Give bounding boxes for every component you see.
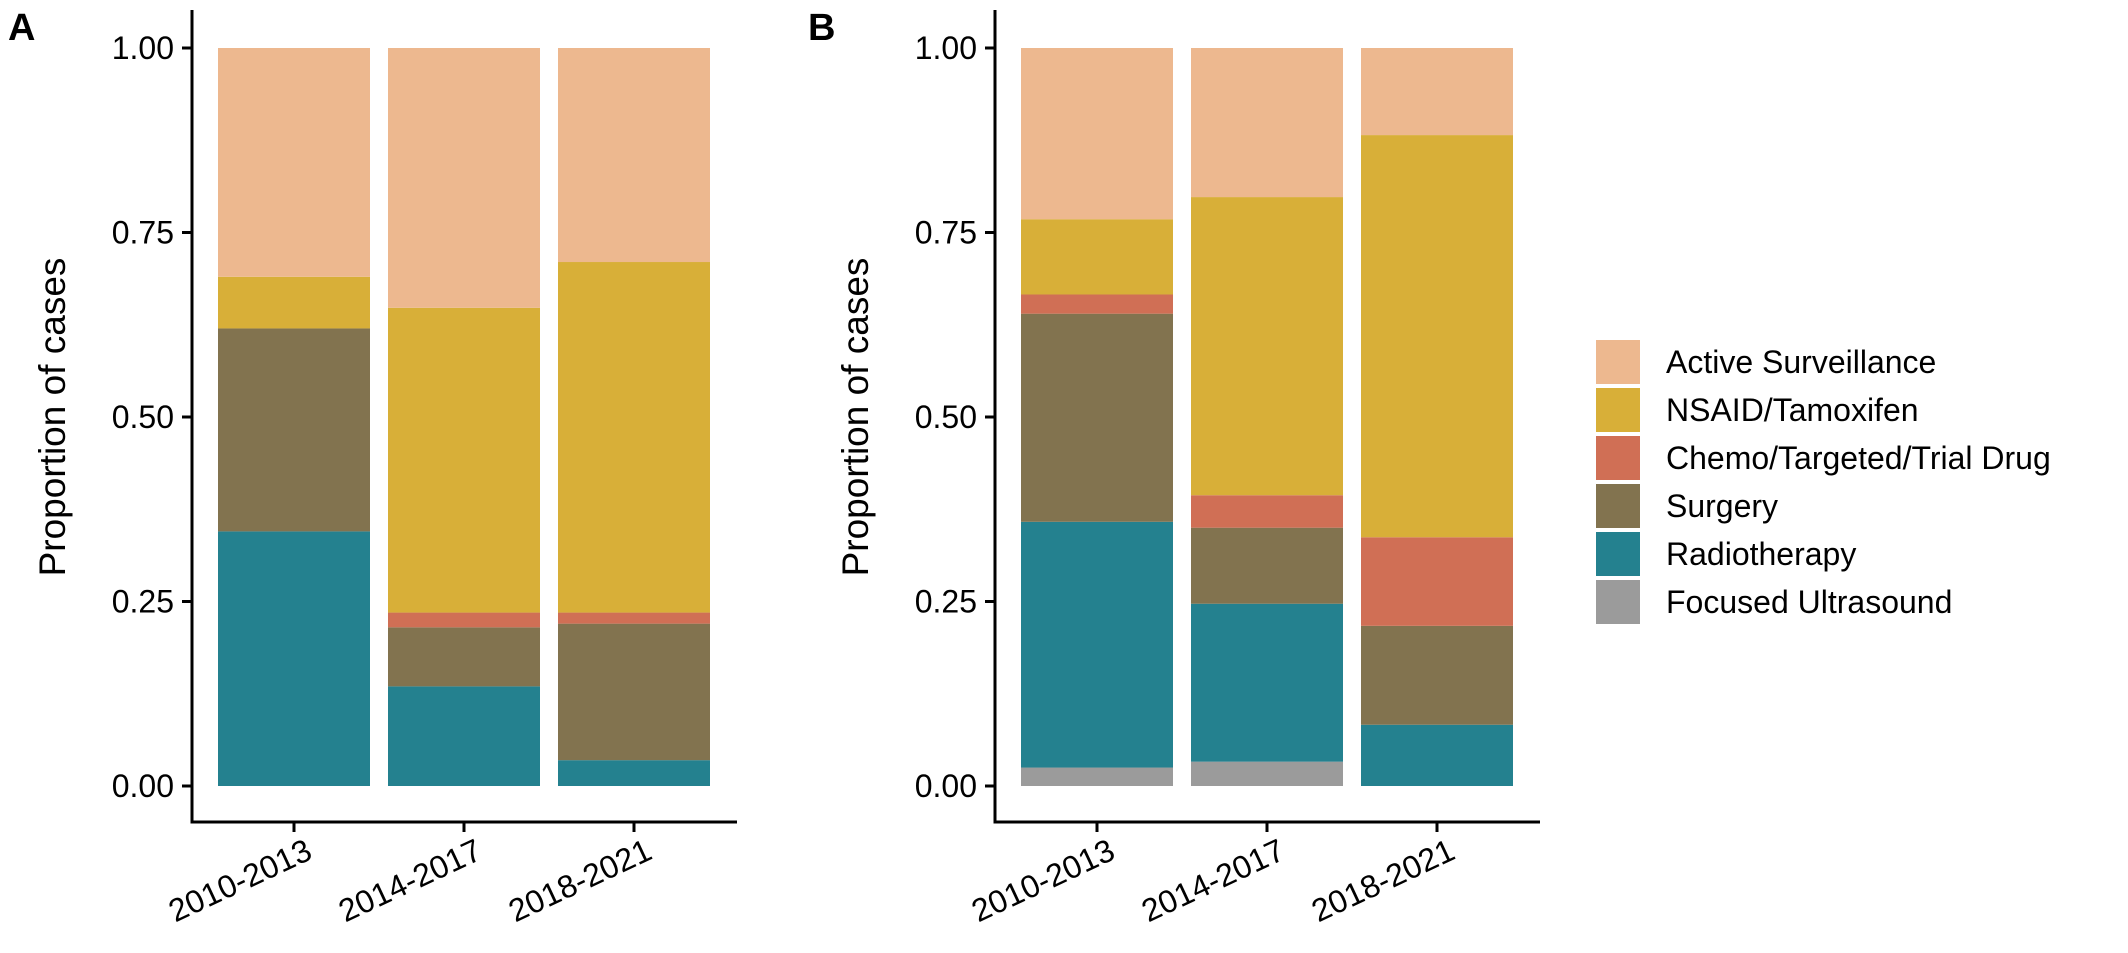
y-tick-label: 0.00: [112, 768, 174, 804]
bar-segment-radiotherapy-2014-2017: [388, 686, 540, 786]
x-tick-label: 2014-2017: [1136, 832, 1290, 929]
bar-segment-radiotherapy-2014-2017: [1191, 603, 1343, 762]
bar-segment-radiotherapy-2018-2021: [1361, 724, 1513, 786]
panel-a: A 0.00 0.25 0.50 0.75 1.00 Proportion of cases…: [8, 7, 737, 929]
bar-segment-radiotherapy-2018-2021: [558, 760, 710, 786]
legend-label-surgery: Surgery: [1666, 488, 1778, 524]
legend-key-focused-ultrasound: [1596, 580, 1640, 624]
bar-segment-nsaid-tamoxifen-2014-2017: [388, 307, 540, 613]
bar-segment-surgery-2018-2021: [1361, 625, 1513, 725]
x-tick-label: 2010-2013: [163, 832, 317, 929]
bar-segment-surgery-2018-2021: [558, 623, 710, 761]
bar-segment-active-surveillance-2014-2017: [1191, 48, 1343, 198]
y-tick-label: 0.25: [112, 584, 174, 620]
legend-key-nsaid-tamoxifen: [1596, 388, 1640, 432]
bar-segment-nsaid-tamoxifen-2010-2013: [218, 276, 370, 329]
y-axis-title: Proportion of cases: [835, 258, 876, 577]
y-axis-title: Proportion of cases: [32, 258, 73, 577]
panel-label: A: [8, 7, 35, 49]
bar-segment-active-surveillance-2018-2021: [1361, 48, 1513, 136]
legend-key-active-surveillance: [1596, 340, 1640, 384]
legend-key-chemo-targeted-trial-drug: [1596, 436, 1640, 480]
legend-label-chemo-targeted-trial-drug: Chemo/Targeted/Trial Drug: [1666, 440, 2051, 476]
bar-segment-active-surveillance-2014-2017: [388, 48, 540, 308]
panel-label: B: [808, 7, 835, 49]
panel-b: B 0.00 0.25 0.50 0.75 1.00 Proportion of cases…: [808, 7, 1540, 929]
bar-segment-chemo-targeted-trial-drug-2018-2021: [1361, 537, 1513, 626]
bar-segment-radiotherapy-2010-2013: [218, 531, 370, 786]
legend-label-active-surveillance: Active Surveillance: [1666, 344, 1936, 380]
y-tick-label: 1.00: [915, 30, 977, 66]
y-tick-label: 0.75: [915, 215, 977, 251]
x-tick-label: 2014-2017: [333, 832, 487, 929]
x-tick-label: 2010-2013: [966, 832, 1120, 929]
x-tick-label: 2018-2021: [1306, 832, 1460, 929]
bar-segment-chemo-targeted-trial-drug-2018-2021: [558, 612, 710, 624]
bar-segment-active-surveillance-2018-2021: [558, 48, 710, 263]
bar-segment-surgery-2010-2013: [1021, 313, 1173, 522]
legend: Active Surveillance NSAID/Tamoxifen Chemo/…: [1596, 340, 2051, 624]
bar-segment-active-surveillance-2010-2013: [1021, 48, 1173, 220]
bar-segment-radiotherapy-2010-2013: [1021, 521, 1173, 768]
bar-segment-nsaid-tamoxifen-2018-2021: [1361, 135, 1513, 538]
bar-segment-surgery-2010-2013: [218, 328, 370, 532]
bar-segment-nsaid-tamoxifen-2018-2021: [558, 262, 710, 613]
bar-segment-surgery-2014-2017: [388, 627, 540, 687]
x-tick-label: 2018-2021: [503, 832, 657, 929]
bar-segment-focused-ultrasound-2010-2013: [1021, 767, 1173, 786]
y-tick-label: 0.50: [915, 399, 977, 435]
legend-label-focused-ultrasound: Focused Ultrasound: [1666, 584, 1952, 620]
legend-label-radiotherapy: Radiotherapy: [1666, 536, 1856, 572]
y-tick-label: 0.50: [112, 399, 174, 435]
bar-segment-active-surveillance-2010-2013: [218, 48, 370, 277]
y-tick-label: 0.25: [915, 584, 977, 620]
bar-segment-nsaid-tamoxifen-2014-2017: [1191, 197, 1343, 496]
y-tick-label: 0.00: [915, 768, 977, 804]
bar-segment-focused-ultrasound-2014-2017: [1191, 761, 1343, 786]
y-tick-label: 1.00: [112, 30, 174, 66]
legend-key-surgery: [1596, 484, 1640, 528]
legend-label-nsaid-tamoxifen: NSAID/Tamoxifen: [1666, 392, 1919, 428]
legend-key-radiotherapy: [1596, 532, 1640, 576]
bar-segment-nsaid-tamoxifen-2010-2013: [1021, 219, 1173, 295]
bar-segment-chemo-targeted-trial-drug-2010-2013: [1021, 294, 1173, 314]
bar-segment-surgery-2014-2017: [1191, 527, 1343, 604]
bar-segment-chemo-targeted-trial-drug-2014-2017: [388, 612, 540, 628]
bar-segment-chemo-targeted-trial-drug-2014-2017: [1191, 495, 1343, 528]
y-tick-label: 0.75: [112, 215, 174, 251]
